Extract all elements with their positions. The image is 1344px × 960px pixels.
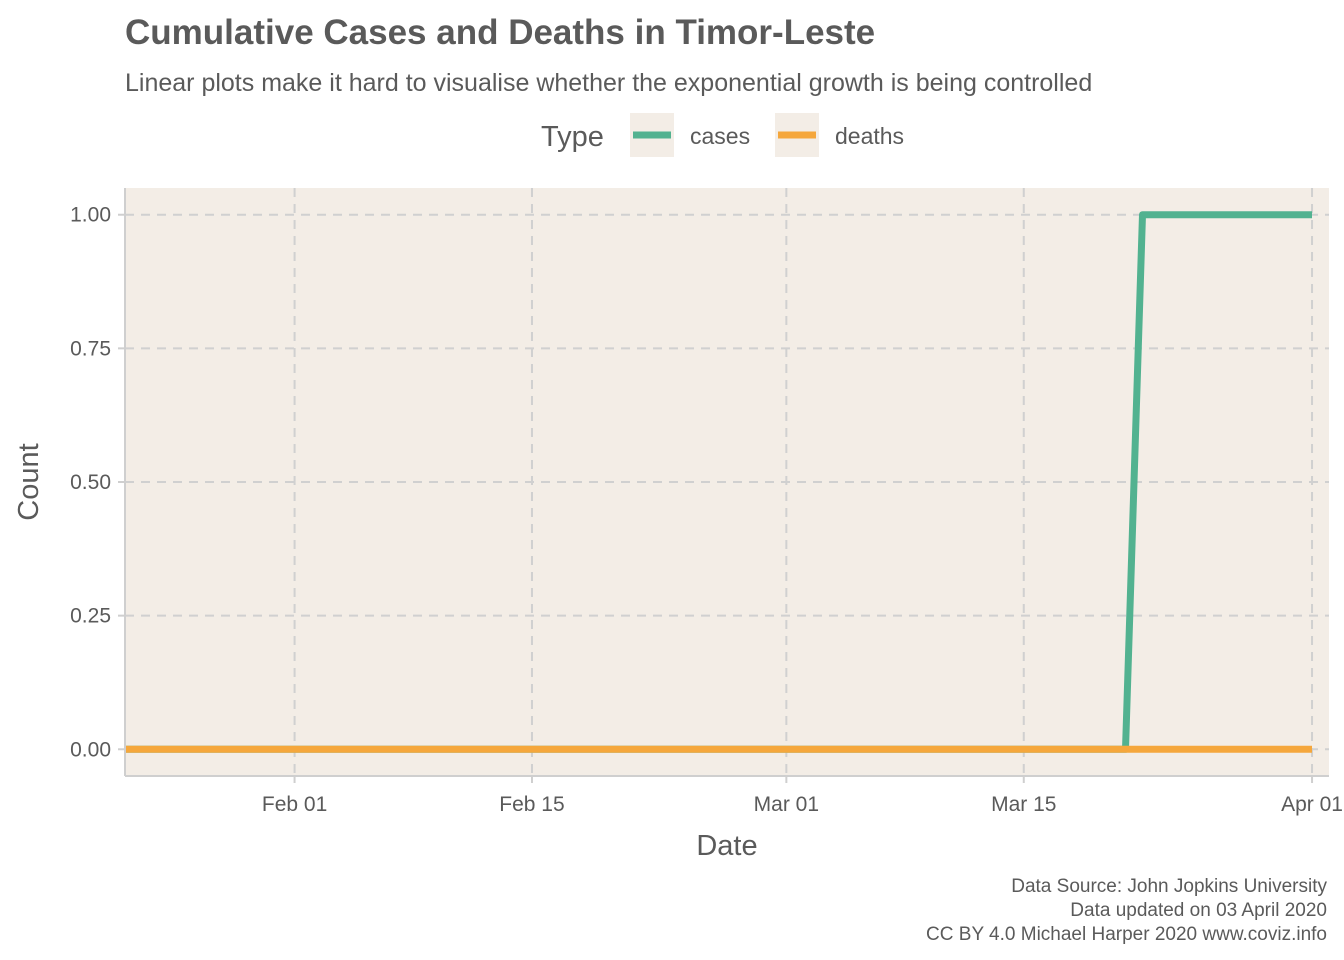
caption-updated: Data updated on 03 April 2020 xyxy=(1070,900,1327,921)
caption-source: Data Source: John Jopkins University xyxy=(1011,876,1327,897)
x-tick-labels: Feb 01 Feb 15 Mar 01 Mar 15 Apr 01 xyxy=(262,776,1343,816)
y-tick-label-3: 0.75 xyxy=(70,337,111,360)
x-tick-label-1: Feb 15 xyxy=(499,793,564,816)
legend: Type cases deaths xyxy=(541,113,904,157)
y-axis-label: Count xyxy=(13,443,45,520)
caption: Data Source: John Jopkins University Dat… xyxy=(926,876,1327,945)
x-tick-label-2: Mar 01 xyxy=(754,793,819,816)
legend-label-cases: cases xyxy=(690,123,750,149)
x-tick-label-4: Apr 01 xyxy=(1281,793,1343,816)
y-tick-labels: 0.00 0.25 0.50 0.75 1.00 xyxy=(70,204,125,761)
x-tick-label-3: Mar 15 xyxy=(991,793,1056,816)
y-tick-label-4: 1.00 xyxy=(70,204,111,227)
legend-title: Type xyxy=(541,121,604,153)
x-tick-label-0: Feb 01 xyxy=(262,793,327,816)
y-tick-label-2: 0.50 xyxy=(70,471,111,494)
chart-subtitle: Linear plots make it hard to visualise w… xyxy=(125,69,1092,97)
chart-title: Cumulative Cases and Deaths in Timor-Les… xyxy=(125,13,875,52)
y-tick-label-0: 0.00 xyxy=(70,738,111,761)
legend-label-deaths: deaths xyxy=(835,123,904,149)
caption-license: CC BY 4.0 Michael Harper 2020 www.coviz.… xyxy=(926,924,1327,945)
x-axis-label: Date xyxy=(696,830,757,862)
legend-items: cases deaths xyxy=(630,113,904,157)
y-tick-label-1: 0.25 xyxy=(70,605,111,628)
series-layer xyxy=(125,211,1312,753)
